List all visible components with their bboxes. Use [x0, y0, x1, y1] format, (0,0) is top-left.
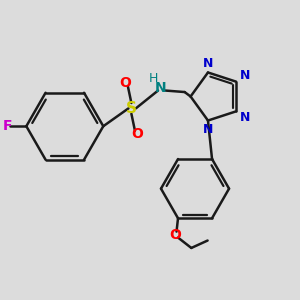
Text: N: N	[155, 81, 167, 94]
Text: S: S	[126, 101, 137, 116]
Text: N: N	[203, 57, 213, 70]
Text: N: N	[203, 123, 213, 136]
Text: H: H	[149, 72, 158, 85]
Text: F: F	[2, 119, 12, 133]
Text: O: O	[119, 76, 131, 90]
Text: O: O	[131, 127, 143, 141]
Text: O: O	[169, 228, 181, 242]
Text: N: N	[240, 111, 250, 124]
Text: N: N	[240, 69, 250, 82]
